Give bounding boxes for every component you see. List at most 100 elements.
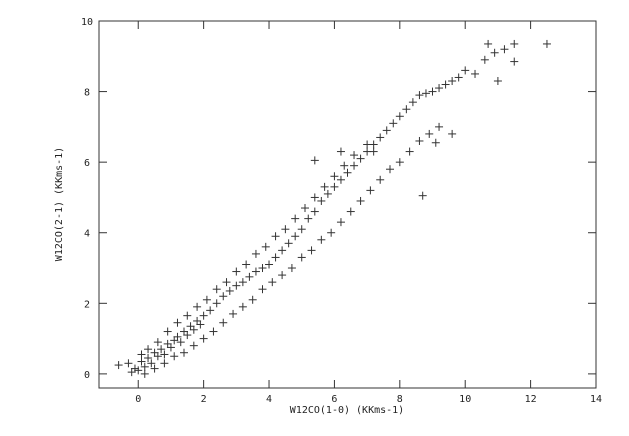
x-tick-label: 2 (201, 394, 207, 405)
data-point (304, 214, 313, 223)
x-axis-label: W12CO(1-0) (KKms-1) (290, 405, 404, 416)
data-point (219, 318, 228, 327)
data-point (408, 98, 417, 107)
x-tick-label: 6 (331, 394, 337, 405)
data-point (425, 129, 434, 138)
data-point (356, 154, 365, 163)
data-point (493, 76, 502, 85)
data-point (350, 151, 359, 160)
x-tick-label: 0 (135, 394, 141, 405)
y-axis-label: W12CO(2-1) (KKms-1) (54, 147, 65, 261)
data-point (127, 368, 136, 377)
y-axis-ticks: 0 2 4 6 8 10 (81, 17, 596, 381)
data-point (193, 302, 202, 311)
data-point (431, 138, 440, 147)
data-point (320, 182, 329, 191)
data-point (176, 338, 185, 347)
data-point (480, 55, 489, 64)
data-point (199, 334, 208, 343)
data-point (209, 327, 218, 336)
data-point (284, 239, 293, 248)
data-point (251, 249, 260, 258)
data-point (238, 278, 247, 287)
data-point (147, 359, 156, 368)
data-point (435, 122, 444, 131)
data-point (278, 271, 287, 280)
data-point (415, 136, 424, 145)
data-point (366, 186, 375, 195)
data-point (170, 352, 179, 361)
data-point (448, 129, 457, 138)
data-point (441, 80, 450, 89)
data-point (336, 175, 345, 184)
data-point (291, 214, 300, 223)
data-point (376, 133, 385, 142)
data-point (461, 66, 470, 75)
data-point (166, 343, 175, 352)
data-point (140, 369, 149, 378)
data-point (199, 311, 208, 320)
data-point (153, 338, 162, 347)
data-point (140, 362, 149, 371)
data-point (395, 158, 404, 167)
y-tick-label: 2 (84, 299, 90, 310)
data-point (137, 357, 146, 366)
data-point (180, 348, 189, 357)
data-point (258, 285, 267, 294)
data-point (435, 84, 444, 93)
data-point (510, 39, 519, 48)
data-point (317, 235, 326, 244)
x-tick-label: 12 (525, 394, 537, 405)
data-point (144, 345, 153, 354)
x-axis-ticks: 0 2 4 6 8 10 12 14 (135, 21, 602, 405)
data-point (336, 218, 345, 227)
data-point (405, 147, 414, 156)
data-point (297, 253, 306, 262)
data-point (386, 165, 395, 174)
data-point (134, 366, 143, 375)
data-point (196, 320, 205, 329)
data-point (173, 332, 182, 341)
y-tick-label: 6 (84, 158, 90, 169)
data-point (271, 232, 280, 241)
data-point (206, 306, 215, 315)
data-point (186, 322, 195, 331)
data-point (261, 242, 270, 251)
x-tick-label: 14 (590, 394, 602, 405)
data-point (323, 189, 332, 198)
y-tick-label: 4 (84, 229, 90, 240)
data-point (183, 311, 192, 320)
data-point (268, 278, 277, 287)
data-point (287, 264, 296, 273)
data-point (382, 126, 391, 135)
data-point (229, 309, 238, 318)
data-point (153, 352, 162, 361)
y-tick-label: 0 (84, 370, 90, 381)
data-point (150, 364, 159, 373)
data-point (297, 225, 306, 234)
data-point (258, 264, 267, 273)
data-point (150, 348, 159, 357)
data-point (180, 327, 189, 336)
y-tick-label: 8 (84, 88, 90, 99)
data-point (202, 295, 211, 304)
data-point (490, 48, 499, 57)
data-point (484, 39, 493, 48)
data-point (340, 161, 349, 170)
data-point (376, 175, 385, 184)
data-point (336, 147, 345, 156)
data-point (500, 45, 509, 54)
data-point (448, 76, 457, 85)
y-tick-label: 10 (81, 17, 93, 28)
data-point (300, 204, 309, 213)
data-point (225, 286, 234, 295)
data-point (317, 196, 326, 205)
data-point (428, 87, 437, 96)
data-point (163, 327, 172, 336)
data-point (189, 325, 198, 334)
data-point (415, 91, 424, 100)
data-point (307, 246, 316, 255)
data-point (222, 278, 231, 287)
x-tick-label: 4 (266, 394, 272, 405)
data-point (124, 359, 133, 368)
